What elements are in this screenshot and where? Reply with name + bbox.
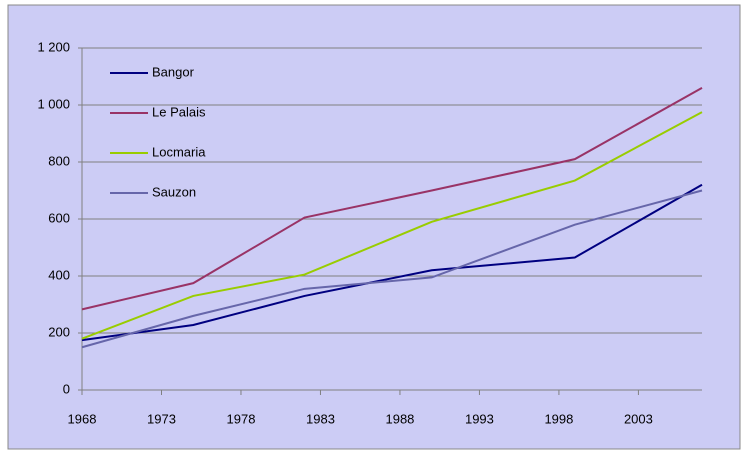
x-tick-label: 1978 <box>227 411 256 426</box>
y-tick-label: 1 000 <box>37 96 70 111</box>
x-tick-label: 1988 <box>385 411 414 426</box>
legend-label: Locmaria <box>152 144 206 159</box>
y-tick-label: 600 <box>48 210 70 225</box>
x-tick-label: 1968 <box>68 411 97 426</box>
y-tick-label: 400 <box>48 267 70 282</box>
x-tick-label: 1998 <box>544 411 573 426</box>
chart-background <box>7 4 741 450</box>
series-line <box>81 189 703 349</box>
y-tick-label: 800 <box>48 153 70 168</box>
x-tick-label: 2003 <box>624 411 653 426</box>
legend-label: Sauzon <box>152 184 196 199</box>
y-tick-label: 200 <box>48 324 70 339</box>
x-tick-label: 1993 <box>465 411 494 426</box>
x-tick-label: 1973 <box>147 411 176 426</box>
series-line <box>81 87 703 311</box>
x-tick-label: 1983 <box>306 411 335 426</box>
legend-label: Le Palais <box>152 104 206 119</box>
y-tick-label: 1 200 <box>37 39 70 54</box>
series-line <box>81 111 703 340</box>
legend-label: Bangor <box>152 64 195 79</box>
y-tick-label: 0 <box>63 381 70 396</box>
